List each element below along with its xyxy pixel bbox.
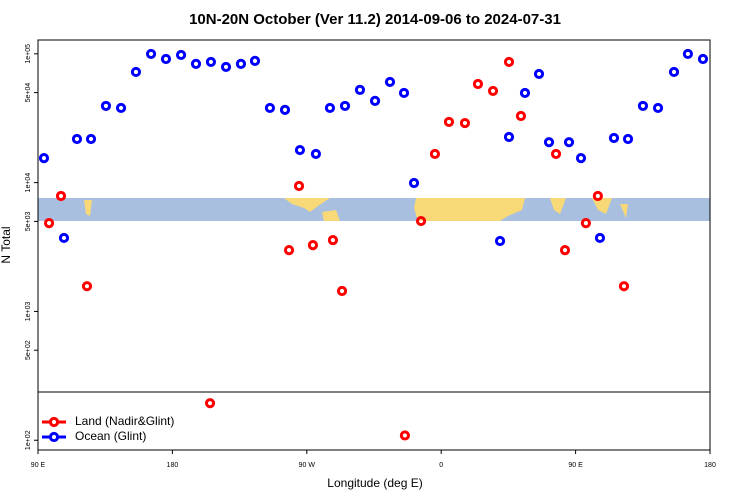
land-shape — [592, 198, 612, 214]
point — [608, 132, 620, 144]
point — [264, 102, 276, 114]
point — [204, 398, 216, 409]
point — [71, 133, 83, 145]
point — [339, 100, 351, 112]
point — [294, 144, 306, 156]
ocean-band — [38, 198, 710, 221]
legend-marker — [48, 416, 60, 428]
point — [205, 56, 217, 68]
point — [43, 218, 55, 229]
point — [307, 240, 319, 251]
point — [618, 281, 630, 292]
point — [550, 148, 562, 160]
point — [38, 153, 50, 164]
point — [443, 116, 455, 128]
point — [592, 190, 603, 202]
point — [515, 110, 527, 122]
point — [472, 78, 484, 90]
x-tick-label: 90 E — [31, 462, 46, 469]
x-tick-label: 180 — [167, 462, 179, 469]
legend-label: Ocean (Glint) — [75, 429, 146, 443]
point — [130, 66, 142, 78]
point — [398, 87, 410, 99]
point — [503, 56, 515, 68]
x-tick-label: 90 E — [568, 462, 583, 469]
land-shape — [620, 204, 628, 218]
point — [58, 232, 70, 244]
y-tick-label: 5e+04 — [25, 83, 32, 103]
point — [55, 190, 67, 202]
y-tick-label: 1e+04 — [25, 173, 32, 193]
point — [429, 148, 441, 160]
point — [160, 53, 172, 65]
legend-label: Land (Nadir&Glint) — [75, 414, 174, 428]
point — [487, 85, 499, 97]
point — [310, 148, 322, 160]
point — [369, 95, 381, 106]
y-tick-label: 1e+02 — [25, 430, 32, 450]
point — [220, 61, 232, 73]
chart-title: 10N-20N October (Ver 11.2) 2014-09-06 to… — [189, 11, 561, 28]
point — [580, 218, 592, 229]
point — [81, 281, 93, 292]
point — [279, 104, 291, 115]
point — [697, 53, 709, 65]
point — [115, 102, 127, 114]
point — [494, 235, 506, 247]
point — [384, 76, 396, 88]
point — [175, 49, 187, 61]
point — [327, 234, 339, 246]
point — [235, 58, 247, 69]
point — [324, 102, 336, 114]
point — [293, 180, 305, 192]
point — [543, 137, 555, 148]
point — [354, 84, 366, 95]
y-tick-label: 1e+05 — [25, 44, 32, 64]
point — [652, 102, 664, 114]
point — [459, 117, 471, 129]
legend-marker — [48, 431, 60, 443]
point — [533, 68, 545, 80]
land-shape — [414, 198, 525, 221]
point — [249, 55, 261, 66]
point — [594, 232, 606, 244]
point — [682, 48, 693, 60]
x-tick-label: 90 W — [299, 462, 316, 469]
point — [283, 245, 295, 256]
point — [563, 137, 575, 148]
point — [408, 177, 420, 189]
point — [145, 48, 157, 60]
land-shape — [322, 210, 340, 221]
point — [415, 215, 427, 227]
x-tick-label: 180 — [704, 462, 716, 469]
x-tick-label: 0 — [439, 462, 443, 469]
point — [100, 100, 112, 112]
point — [668, 66, 680, 78]
point — [622, 133, 634, 145]
point — [637, 100, 649, 112]
y-tick-label: 1e+03 — [25, 302, 32, 322]
point — [190, 58, 202, 69]
point — [575, 153, 587, 164]
plot-frame — [37, 39, 711, 451]
y-tick-label: 5e+03 — [25, 211, 32, 231]
y-axis-title: N Total — [0, 226, 13, 263]
land-shape — [550, 198, 566, 214]
map-strip — [38, 198, 710, 221]
point — [519, 87, 531, 99]
x-axis-title: Longitude (deg E) — [327, 476, 422, 490]
point — [399, 430, 411, 441]
point — [336, 285, 348, 297]
point — [85, 133, 97, 145]
point — [559, 245, 571, 256]
y-tick-label: 5e+02 — [25, 340, 32, 360]
point — [503, 131, 515, 143]
land-shape — [84, 200, 92, 216]
land-shape — [284, 198, 330, 212]
